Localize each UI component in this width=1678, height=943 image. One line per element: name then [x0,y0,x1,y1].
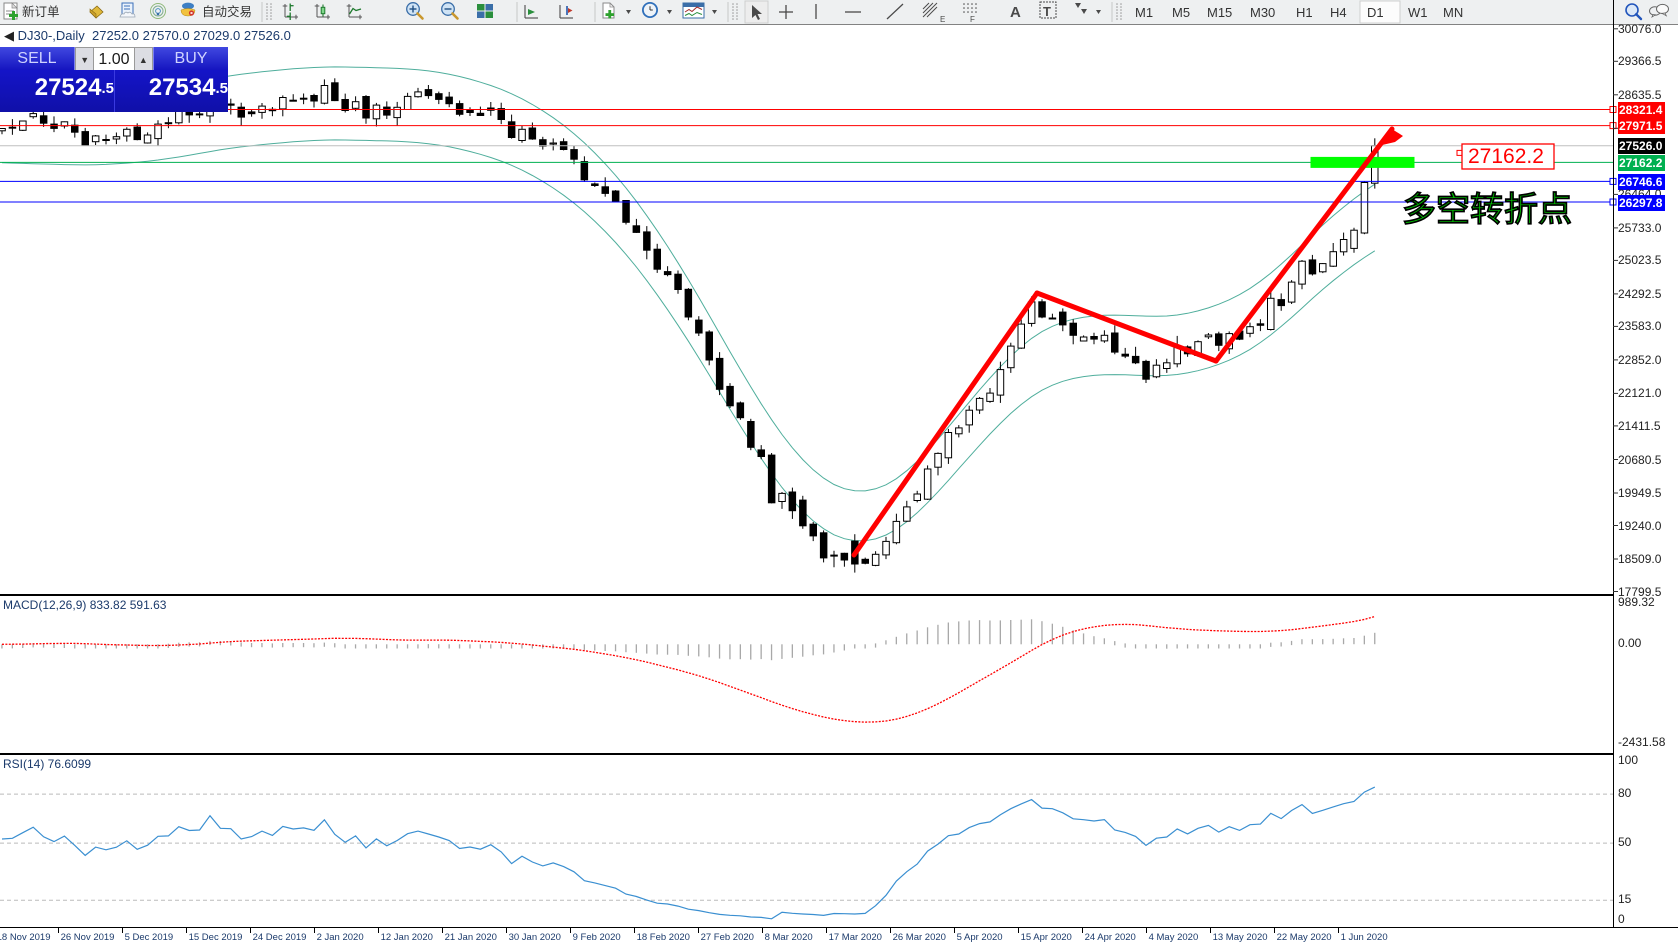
svg-text:27162.2: 27162.2 [1468,145,1544,168]
svg-text:D1: D1 [1367,5,1384,20]
svg-text:新订单: 新订单 [22,4,60,19]
svg-text:M15: M15 [1207,5,1232,20]
svg-text:H1: H1 [1296,5,1313,20]
svg-text:M5: M5 [1172,5,1190,20]
svg-text:A: A [1010,4,1021,21]
svg-text:M1: M1 [1135,5,1153,20]
svg-text:F: F [970,15,975,24]
svg-text:自动交易: 自动交易 [202,4,252,19]
svg-text:M30: M30 [1250,5,1275,20]
svg-text:E: E [940,15,945,24]
svg-text:T: T [1043,4,1051,19]
svg-text:多空转折点: 多空转折点 [1402,191,1572,229]
svg-text:W1: W1 [1408,5,1428,20]
svg-text:MN: MN [1443,5,1463,20]
svg-text:H4: H4 [1330,5,1347,20]
